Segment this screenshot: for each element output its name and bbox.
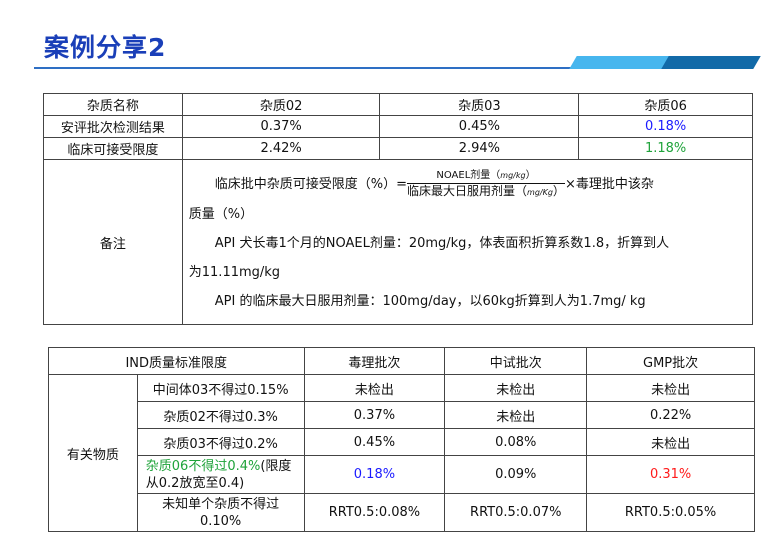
- page-title: 案例分享2: [44, 33, 167, 62]
- row-label: 杂质02不得过0.3%: [136, 401, 305, 429]
- numerator-unit: mg/kg: [500, 170, 526, 180]
- table-row: 杂质02不得过0.3% 0.37% 未检出 0.22%: [49, 401, 755, 429]
- row-label: 杂质03不得过0.2%: [136, 428, 305, 456]
- cell: 未检出: [303, 374, 446, 402]
- header-cell: 杂质名称: [43, 93, 183, 116]
- table-row: 杂质03不得过0.2% 0.45% 0.08% 未检出: [49, 428, 755, 456]
- row-label: 杂质06不得过0.4%(限度从0.2放宽至0.4): [136, 455, 305, 494]
- title-underline: [34, 67, 584, 69]
- table-header-row: IND质量标准限度 毒理批次 中试批次 GMP批次: [48, 347, 755, 375]
- fraction-denominator: 临床最大日服用剂量（: [407, 183, 528, 198]
- cell: 0.18%: [578, 115, 753, 138]
- impurity-limit-table: 杂质名称 杂质02 杂质03 杂质06 安评批次检测结果 0.37% 0.45%…: [43, 93, 754, 325]
- row-label-highlight: 杂质06不得过0.4%: [145, 458, 261, 474]
- table-row: 未知单个杂质不得过0.10% RRT0.5:0.08% RRT0.5:0.07%…: [49, 493, 755, 532]
- fraction-numerator: NOAEL剂量（: [436, 169, 501, 181]
- header-cell: 毒理批次: [303, 347, 446, 375]
- cell: 未检出: [444, 374, 588, 402]
- table-header-row: 杂质名称 杂质02 杂质03 杂质06: [43, 93, 753, 116]
- cell: 2.94%: [379, 137, 580, 160]
- note-row: 备注 临床批中杂质可接受限度（%）= NOAEL剂量（mg/kg） 临床最大日服用剂…: [43, 159, 754, 325]
- cell: 未检出: [586, 374, 755, 402]
- decor-bar-dark: [661, 56, 761, 69]
- ind-spec-table: IND质量标准限度 毒理批次 中试批次 GMP批次 有关物质 中间体03不得过0…: [48, 347, 755, 532]
- group-label: 有关物质: [48, 374, 138, 532]
- row-label: 未知单个杂质不得过0.10%: [136, 493, 305, 532]
- table-row: 安评批次检测结果 0.37% 0.45% 0.18%: [43, 115, 753, 138]
- header-cell: 杂质02: [181, 93, 381, 116]
- row-label: 中间体03不得过0.15%: [136, 374, 305, 402]
- cell: 0.09%: [444, 455, 588, 494]
- formula-line: 临床批中杂质可接受限度（%）= NOAEL剂量（mg/kg） 临床最大日服用剂量（m…: [189, 169, 746, 200]
- formula-fraction: NOAEL剂量（mg/kg） 临床最大日服用剂量（mg/Kg）: [407, 169, 565, 200]
- cell: 0.31%: [586, 455, 755, 494]
- header-cell: 中试批次: [444, 347, 588, 375]
- denominator-unit: mg/Kg: [527, 187, 553, 197]
- cell: 0.08%: [444, 428, 588, 456]
- table-row: 临床可接受限度 2.42% 2.94% 1.18%: [43, 137, 753, 160]
- cell: 未检出: [586, 428, 755, 456]
- cell: 0.37%: [181, 115, 381, 138]
- formula-right: ×毒理批中该杂: [564, 176, 654, 192]
- header-cell: GMP批次: [586, 347, 755, 375]
- cell: 0.37%: [303, 401, 446, 429]
- cell: 0.22%: [586, 401, 755, 429]
- decor-bar-light: [569, 56, 677, 69]
- note-line: 质量（%）: [188, 206, 254, 222]
- header-cell: 杂质03: [379, 93, 580, 116]
- row-label: 安评批次检测结果: [43, 115, 183, 138]
- header-cell: IND质量标准限度: [48, 347, 305, 375]
- cell: 0.18%: [303, 455, 446, 494]
- cell: 0.45%: [303, 428, 446, 456]
- cell: RRT0.5:0.07%: [444, 493, 588, 532]
- table-row: 杂质06不得过0.4%(限度从0.2放宽至0.4) 0.18% 0.09% 0.…: [49, 455, 755, 494]
- header-cell: 杂质06: [578, 93, 753, 116]
- cell: 未检出: [444, 401, 588, 429]
- table-row: 有关物质 中间体03不得过0.15% 未检出 未检出 未检出: [48, 374, 755, 532]
- row-label: 临床可接受限度: [43, 137, 183, 160]
- cell: 1.18%: [578, 137, 753, 160]
- note-line: API 犬长毒1个月的NOAEL剂量：20mg/kg，体表面积折算系数1.8，折…: [214, 235, 670, 251]
- cell: RRT0.5:0.05%: [586, 493, 755, 532]
- note-line: 为11.11mg/kg: [188, 264, 281, 280]
- cell: 0.45%: [379, 115, 580, 138]
- note-content: 临床批中杂质可接受限度（%）= NOAEL剂量（mg/kg） 临床最大日服用剂量（m…: [181, 159, 754, 325]
- row-label-note: (限度从0.2放宽至0.4): [145, 458, 292, 491]
- numerator-close: ）: [525, 169, 536, 181]
- denominator-close: ）: [552, 183, 565, 198]
- note-label: 备注: [43, 159, 183, 325]
- cell: 2.42%: [181, 137, 381, 160]
- cell: RRT0.5:0.08%: [303, 493, 446, 532]
- formula-left: 临床批中杂质可接受限度（%）=: [214, 176, 408, 192]
- note-line: API 的临床最大日服用剂量：100mg/day，以60kg折算到人为1.7mg…: [214, 293, 646, 309]
